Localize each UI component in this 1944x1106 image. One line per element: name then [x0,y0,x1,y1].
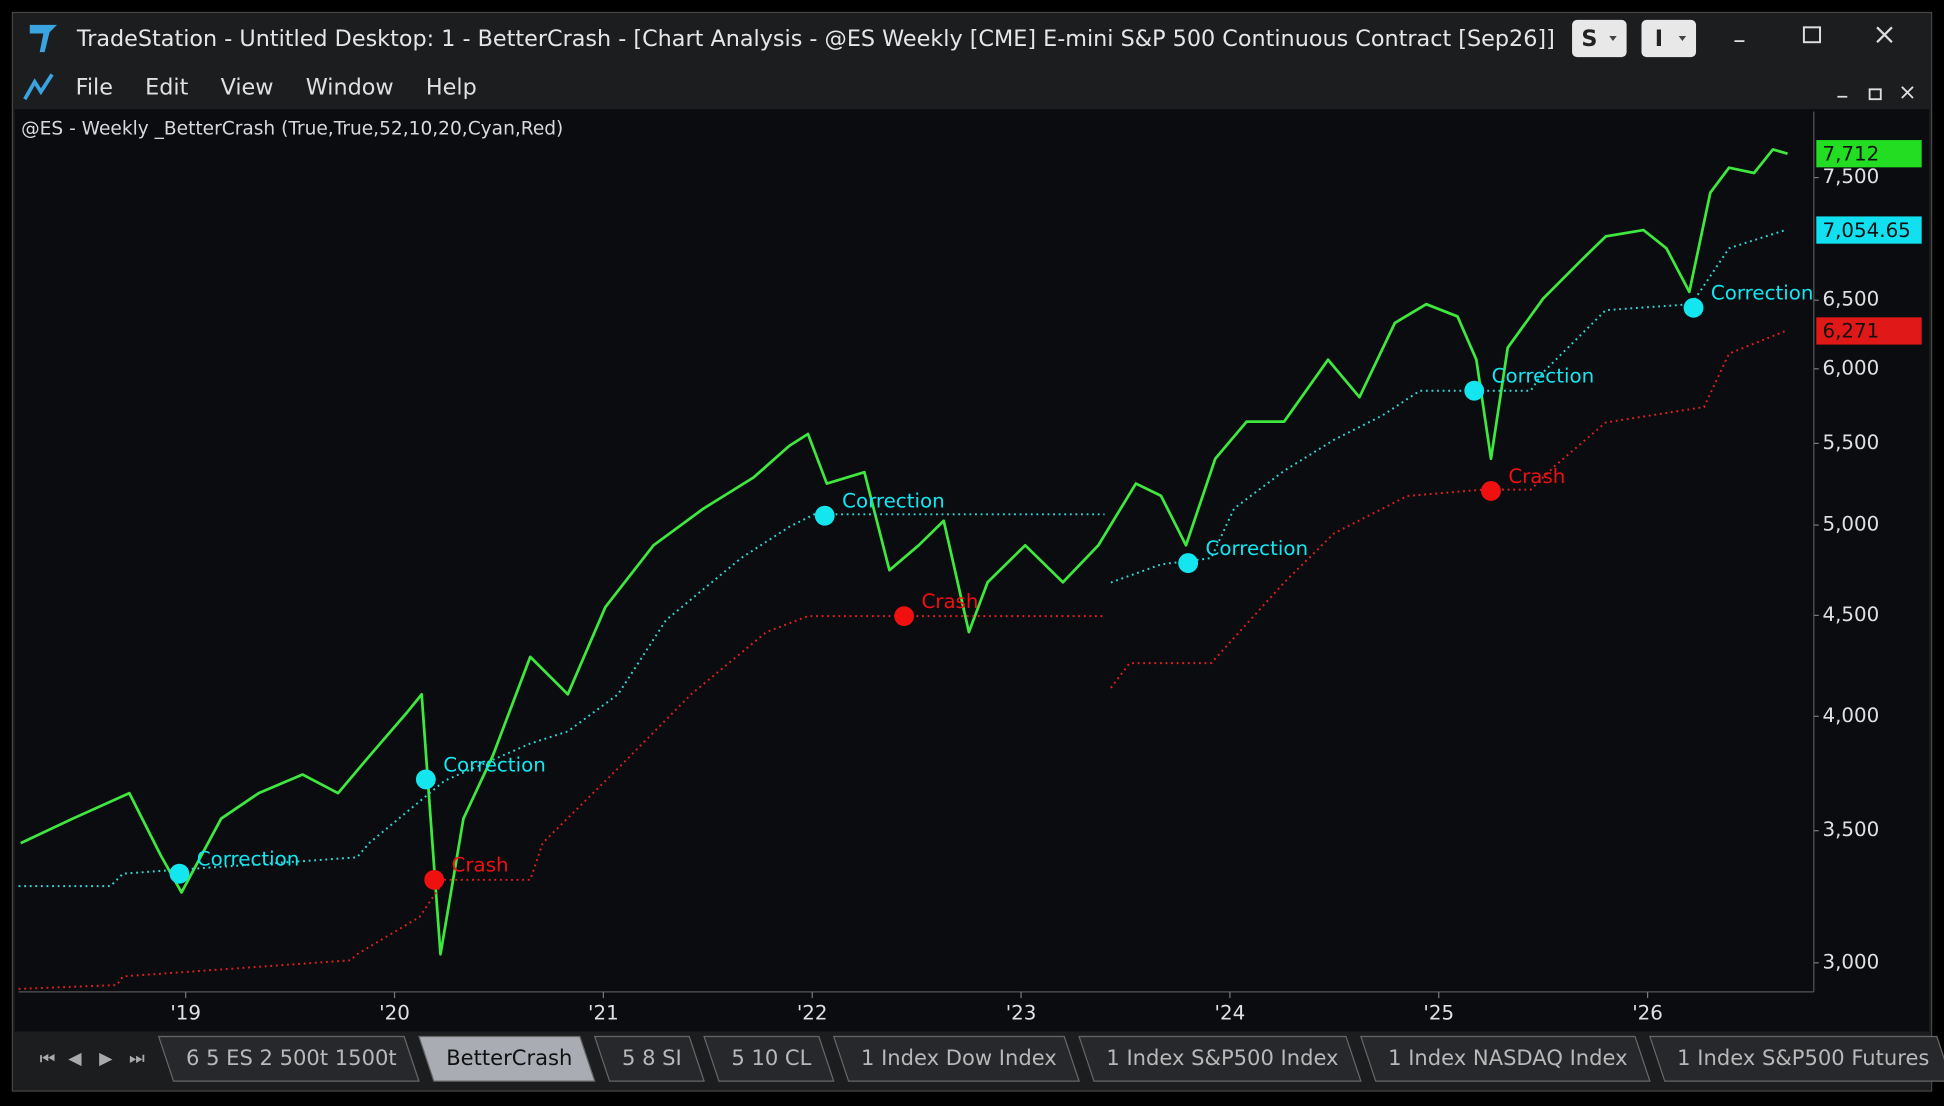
tab-label: 1 Index S&P500 Futures [1677,1045,1929,1070]
signal-marker [424,869,445,890]
menu-item[interactable]: File [76,75,113,101]
toolbar-button-label: S [1581,26,1597,52]
x-tick-label: '22 [797,1002,828,1025]
tab-label: 1 Index Dow Index [861,1045,1057,1070]
maximize-button[interactable] [1802,26,1822,44]
signal-marker [894,606,915,627]
close-button[interactable] [1876,26,1893,43]
child-window-controls[interactable] [1837,86,1914,101]
menu-bar: File Edit View Window Help [76,75,477,101]
app-logo [29,24,58,53]
menu-item[interactable]: View [221,75,274,101]
chart-header: @ES - Weekly _BetterCrash (True,True,52,… [21,118,563,139]
nav-last[interactable]: ⏭ [129,1049,145,1069]
y-tick-label: 4,500 [1823,603,1880,626]
nav-first[interactable]: ⏮ [40,1049,56,1069]
menu-icon [23,73,54,101]
nav-next[interactable]: ▶ [99,1049,113,1069]
signal-marker [1481,481,1501,501]
signal-label: Correction [443,753,546,776]
tab[interactable] [1359,1035,1651,1082]
stop-level-line [18,330,1786,990]
price-label: 6,271 [1823,320,1880,343]
signal-label: Correction [1492,365,1595,388]
tab-label: 6 5 ES 2 500t 1500t [186,1045,397,1070]
x-tick-label: '24 [1215,1002,1246,1025]
toolbar-button[interactable] [1641,19,1697,58]
tab[interactable] [703,1035,835,1082]
y-tick-label: 4,000 [1823,704,1880,727]
signal-marker [169,863,190,884]
stop-level-line [18,229,1786,888]
price-label: 7,054.65 [1823,219,1911,242]
tab[interactable] [418,1035,596,1082]
price-line [20,148,1788,956]
signal-label: Correction [197,848,300,871]
signal-marker [1683,297,1704,318]
tab-label: 5 10 CL [731,1045,811,1070]
price-label-box [1816,140,1922,168]
minimize-button[interactable]: – [1733,25,1745,54]
x-tick-label: '20 [379,1002,410,1025]
plot: 3,000 3,500 4,000 4,500 5,000 5,500 6,000 6,500… [18,111,1922,1025]
signal-label: Crash [921,590,978,613]
signal-marker [1178,553,1199,574]
signal-marker [814,505,835,526]
signal-label: Correction [842,490,945,513]
x-tick-label: '23 [1006,1002,1037,1025]
menu-item[interactable]: Help [426,75,477,101]
signal-label: Correction [1205,537,1308,560]
chart-area [14,109,1930,1032]
tabs: 6 5 ES 2 500t 1500t BetterCrash 5 8 SI 5 10… [157,1035,1944,1082]
menu-item[interactable]: Window [306,75,394,101]
tab[interactable] [593,1035,705,1082]
toolbar-button[interactable] [1572,19,1627,58]
tab-label: 1 Index NASDAQ Index [1388,1045,1627,1070]
y-tick-label: 3,500 [1823,818,1880,841]
toolbar-button-label: I [1655,26,1663,52]
window-title: TradeStation - Untitled Desktop: 1 - Bet… [76,26,1555,52]
y-tick-label: 7,500 [1823,165,1880,188]
x-tick-label: '19 [170,1002,201,1025]
y-tick-label: 6,500 [1823,288,1880,311]
signal-label: Crash [1508,465,1565,488]
dropdown-arrow [1678,36,1687,41]
tab[interactable] [157,1035,420,1082]
y-tick-label: 6,000 [1823,356,1880,379]
menu-item[interactable]: Edit [145,75,188,101]
price-label-box [1816,317,1922,345]
x-tick-label: '21 [588,1002,619,1025]
tab-label: 1 Index S&P500 Index [1106,1045,1338,1070]
x-tick-label: '25 [1423,1002,1454,1025]
signal-label: Correction [1711,282,1814,305]
y-tick-label: 3,000 [1823,950,1880,973]
tab[interactable] [1649,1035,1944,1082]
price-label: 7,712 [1823,142,1880,165]
y-tick-label: 5,000 [1823,513,1880,536]
dropdown-arrow [1609,36,1617,41]
y-tick-label: 5,500 [1823,431,1880,454]
nav-prev[interactable]: ◀ [68,1049,82,1069]
tab-label: BetterCrash [446,1045,572,1070]
tab[interactable] [832,1035,1080,1082]
x-tick-label: '26 [1632,1002,1663,1025]
tab-label: 5 8 SI [622,1045,682,1070]
tab[interactable] [1078,1035,1362,1082]
signal-label: Crash [452,854,509,877]
signal-marker [1464,380,1485,401]
price-label-box [1816,216,1922,244]
signal-marker [415,769,436,790]
